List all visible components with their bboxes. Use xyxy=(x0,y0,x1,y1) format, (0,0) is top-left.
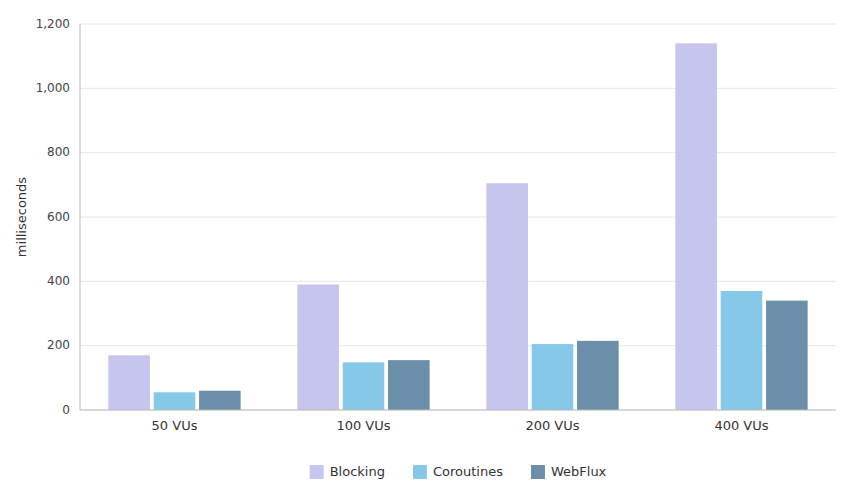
bar xyxy=(199,391,241,410)
y-tick-label: 600 xyxy=(47,210,70,224)
y-tick-label: 1,000 xyxy=(36,81,70,95)
legend: Blocking Coroutines WebFlux xyxy=(310,464,607,480)
bar xyxy=(297,285,339,410)
bar xyxy=(675,43,717,410)
y-axis-label: milliseconds xyxy=(14,177,29,257)
y-axis-line xyxy=(80,24,81,410)
x-tick-label: 100 VUs xyxy=(336,418,390,433)
grid xyxy=(80,24,836,410)
grid-line xyxy=(80,24,836,25)
y-tick-label: 800 xyxy=(47,145,70,159)
bar xyxy=(532,344,574,410)
bar xyxy=(721,291,763,410)
legend-swatch xyxy=(531,465,545,479)
bar xyxy=(577,341,619,410)
series xyxy=(108,43,717,410)
y-tick-label: 400 xyxy=(47,274,70,288)
legend-label: Blocking xyxy=(330,464,385,479)
grid-line xyxy=(80,217,836,218)
legend-label: WebFlux xyxy=(551,464,607,479)
x-axis-line xyxy=(80,410,836,411)
grid-line xyxy=(80,152,836,153)
y-tick-label: 1,200 xyxy=(36,17,70,31)
series xyxy=(199,301,808,410)
grid-line xyxy=(80,281,836,282)
legend-item: WebFlux xyxy=(531,464,607,480)
y-tick-labels: 0 200 400 600 800 1,000 1,200 xyxy=(36,17,70,417)
y-tick-label: 0 xyxy=(62,403,70,417)
chart: 0 200 400 600 800 1,000 1,200 milliseconds 50 VU… xyxy=(0,0,860,500)
x-tick-label: 50 VUs xyxy=(152,418,198,433)
grid-line xyxy=(80,88,836,89)
bar xyxy=(343,362,385,410)
bars xyxy=(108,43,807,410)
bar xyxy=(154,392,196,410)
x-tick-label: 200 VUs xyxy=(525,418,579,433)
legend-item: Blocking xyxy=(310,464,385,480)
bar xyxy=(388,360,430,410)
legend-item: Coroutines xyxy=(413,464,503,480)
legend-label: Coroutines xyxy=(433,464,503,479)
x-tick-labels: 50 VUs 100 VUs 200 VUs 400 VUs xyxy=(152,418,769,433)
bar xyxy=(108,355,150,410)
bar xyxy=(486,183,528,410)
y-tick-label: 200 xyxy=(47,338,70,352)
legend-swatch xyxy=(413,465,427,479)
x-tick-label: 400 VUs xyxy=(714,418,768,433)
series xyxy=(154,291,763,410)
bar xyxy=(766,301,808,410)
legend-swatch xyxy=(310,465,324,479)
chart-container: 0 200 400 600 800 1,000 1,200 milliseconds 50 VU… xyxy=(0,0,860,500)
grid-line xyxy=(80,410,836,411)
